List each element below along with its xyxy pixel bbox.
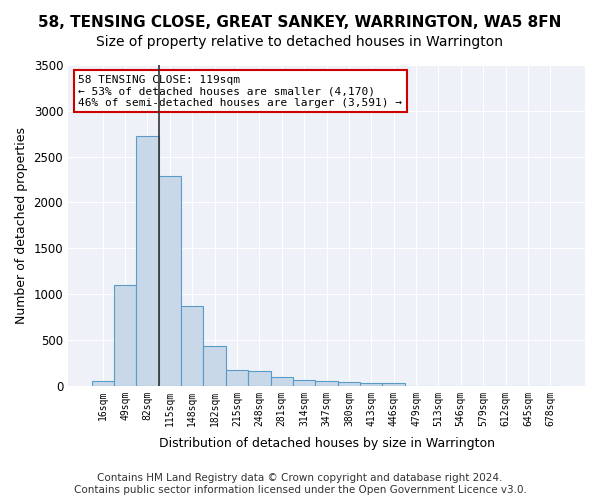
Bar	[360, 382, 382, 386]
Text: Size of property relative to detached houses in Warrington: Size of property relative to detached ho…	[97, 35, 503, 49]
Bar	[226, 370, 248, 386]
Text: Contains HM Land Registry data © Crown copyright and database right 2024.
Contai: Contains HM Land Registry data © Crown c…	[74, 474, 526, 495]
Bar	[136, 136, 158, 386]
Bar	[271, 377, 293, 386]
Bar	[158, 176, 181, 386]
Bar	[293, 380, 316, 386]
Bar	[248, 370, 271, 386]
Bar	[382, 384, 405, 386]
Text: 58 TENSING CLOSE: 119sqm
← 53% of detached houses are smaller (4,170)
46% of sem: 58 TENSING CLOSE: 119sqm ← 53% of detach…	[79, 74, 403, 108]
Bar	[92, 381, 114, 386]
X-axis label: Distribution of detached houses by size in Warrington: Distribution of detached houses by size …	[158, 437, 494, 450]
Bar	[181, 306, 203, 386]
Y-axis label: Number of detached properties: Number of detached properties	[15, 127, 28, 324]
Bar	[203, 346, 226, 386]
Bar	[114, 285, 136, 386]
Text: 58, TENSING CLOSE, GREAT SANKEY, WARRINGTON, WA5 8FN: 58, TENSING CLOSE, GREAT SANKEY, WARRING…	[38, 15, 562, 30]
Bar	[316, 380, 338, 386]
Bar	[338, 382, 360, 386]
